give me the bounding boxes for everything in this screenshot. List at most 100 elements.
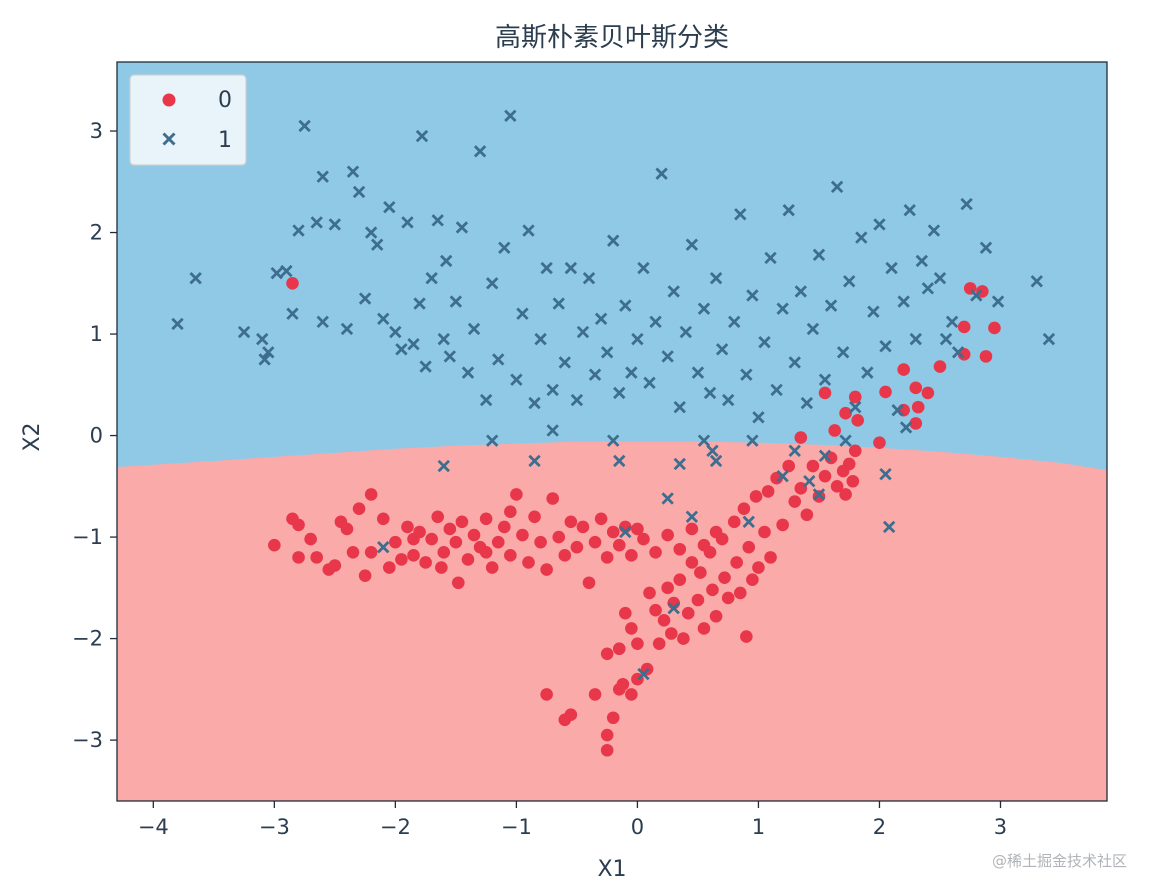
point-class-0 (761, 485, 775, 498)
point-class-0 (504, 549, 517, 562)
series-1-points (171, 109, 1056, 681)
point-class-0 (842, 457, 856, 471)
y-axis: −3 −2 −1 0 1 2 3 (72, 119, 117, 752)
point-class-1 (485, 277, 499, 290)
point-class-0 (510, 488, 523, 501)
point-class-0 (364, 545, 378, 559)
point-class-0 (909, 417, 923, 430)
point-class-0 (407, 549, 420, 562)
point-class-0 (661, 528, 674, 542)
point-class-1 (558, 356, 571, 369)
point-class-0 (516, 528, 529, 542)
point-class-0 (794, 431, 808, 444)
point-class-1 (395, 343, 408, 356)
point-class-1 (619, 299, 632, 312)
legend: 0 1 (129, 74, 247, 166)
point-class-0 (758, 525, 771, 539)
point-class-1 (770, 383, 783, 397)
point-class-1 (431, 214, 444, 227)
point-class-1 (419, 360, 432, 373)
point-class-0 (491, 535, 505, 549)
point-class-0 (709, 525, 723, 539)
point-class-1 (746, 434, 759, 447)
plot-frame (116, 61, 1108, 802)
point-class-1 (540, 261, 553, 275)
point-class-1 (576, 325, 590, 339)
point-class-0 (606, 711, 620, 725)
point-class-0 (851, 414, 864, 427)
point-class-0 (540, 563, 553, 576)
point-class-1 (903, 204, 916, 217)
point-class-1 (607, 234, 620, 247)
point-class-0 (681, 606, 695, 620)
point-class-0 (268, 538, 281, 552)
point-class-1 (776, 469, 789, 483)
point-class-0 (749, 490, 763, 503)
point-class-1 (788, 356, 801, 369)
point-class-1 (991, 295, 1005, 308)
point-class-1 (189, 272, 202, 285)
point-class-1 (258, 353, 271, 366)
point-class-0 (407, 532, 420, 546)
legend-label-0: 0 (218, 88, 232, 113)
point-class-1 (839, 434, 852, 447)
point-class-1 (340, 322, 354, 336)
point-class-1 (979, 241, 993, 254)
point-class-1 (383, 200, 396, 214)
point-class-0 (818, 469, 832, 483)
point-class-0 (752, 561, 765, 574)
point-class-1 (455, 221, 469, 234)
point-class-1 (776, 302, 789, 315)
point-class-1 (237, 325, 251, 339)
point-class-1 (945, 315, 959, 329)
point-class-0 (340, 522, 354, 536)
point-class-0 (879, 385, 892, 399)
point-class-0 (612, 642, 626, 656)
point-class-1 (836, 346, 850, 359)
point-class-0 (631, 522, 644, 536)
legend-marker-class-0 (162, 93, 176, 107)
point-class-1 (401, 216, 414, 229)
x-axis: −4 −3 −2 −1 0 1 2 3 (138, 801, 1007, 839)
point-class-0 (540, 688, 553, 701)
point-class-1 (364, 226, 378, 239)
point-class-1 (882, 520, 896, 534)
point-class-0 (709, 609, 723, 623)
point-class-1 (879, 467, 892, 481)
series-0-points (268, 276, 1001, 757)
point-class-1 (873, 218, 886, 231)
point-class-0 (652, 637, 666, 650)
point-class-0 (782, 459, 795, 473)
point-class-1 (673, 457, 686, 471)
point-class-0 (616, 677, 630, 691)
point-class-0 (322, 563, 336, 576)
point-class-1 (806, 322, 820, 336)
watermark: @稀土掘金技术社区 (992, 852, 1127, 870)
point-class-1 (691, 366, 705, 379)
point-class-1 (564, 261, 578, 275)
point-class-0 (839, 406, 852, 420)
point-class-0 (588, 535, 602, 549)
point-class-0 (570, 540, 584, 554)
point-class-0 (358, 569, 372, 582)
point-class-0 (600, 551, 614, 564)
point-class-0 (389, 535, 402, 549)
point-class-1 (849, 400, 862, 414)
point-class-1 (346, 165, 360, 178)
point-class-0 (588, 688, 602, 701)
point-class-0 (673, 542, 687, 556)
y-tick-label: −2 (72, 627, 103, 651)
point-class-1 (746, 289, 759, 302)
point-class-0 (600, 728, 614, 742)
point-class-0 (727, 515, 741, 529)
point-class-1 (649, 315, 662, 329)
point-class-0 (625, 688, 638, 701)
point-class-0 (848, 390, 862, 404)
x-tick-label: 1 (752, 815, 765, 839)
point-class-0 (979, 350, 993, 363)
point-class-1 (899, 421, 913, 434)
point-class-1 (909, 332, 922, 346)
point-class-0 (467, 528, 481, 542)
x-tick-label: 2 (873, 815, 886, 839)
point-class-1 (764, 251, 777, 265)
